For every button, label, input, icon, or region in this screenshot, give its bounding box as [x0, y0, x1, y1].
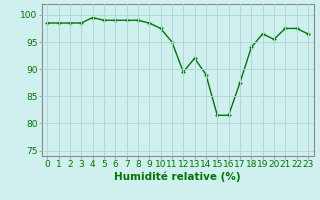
X-axis label: Humidité relative (%): Humidité relative (%): [114, 172, 241, 182]
